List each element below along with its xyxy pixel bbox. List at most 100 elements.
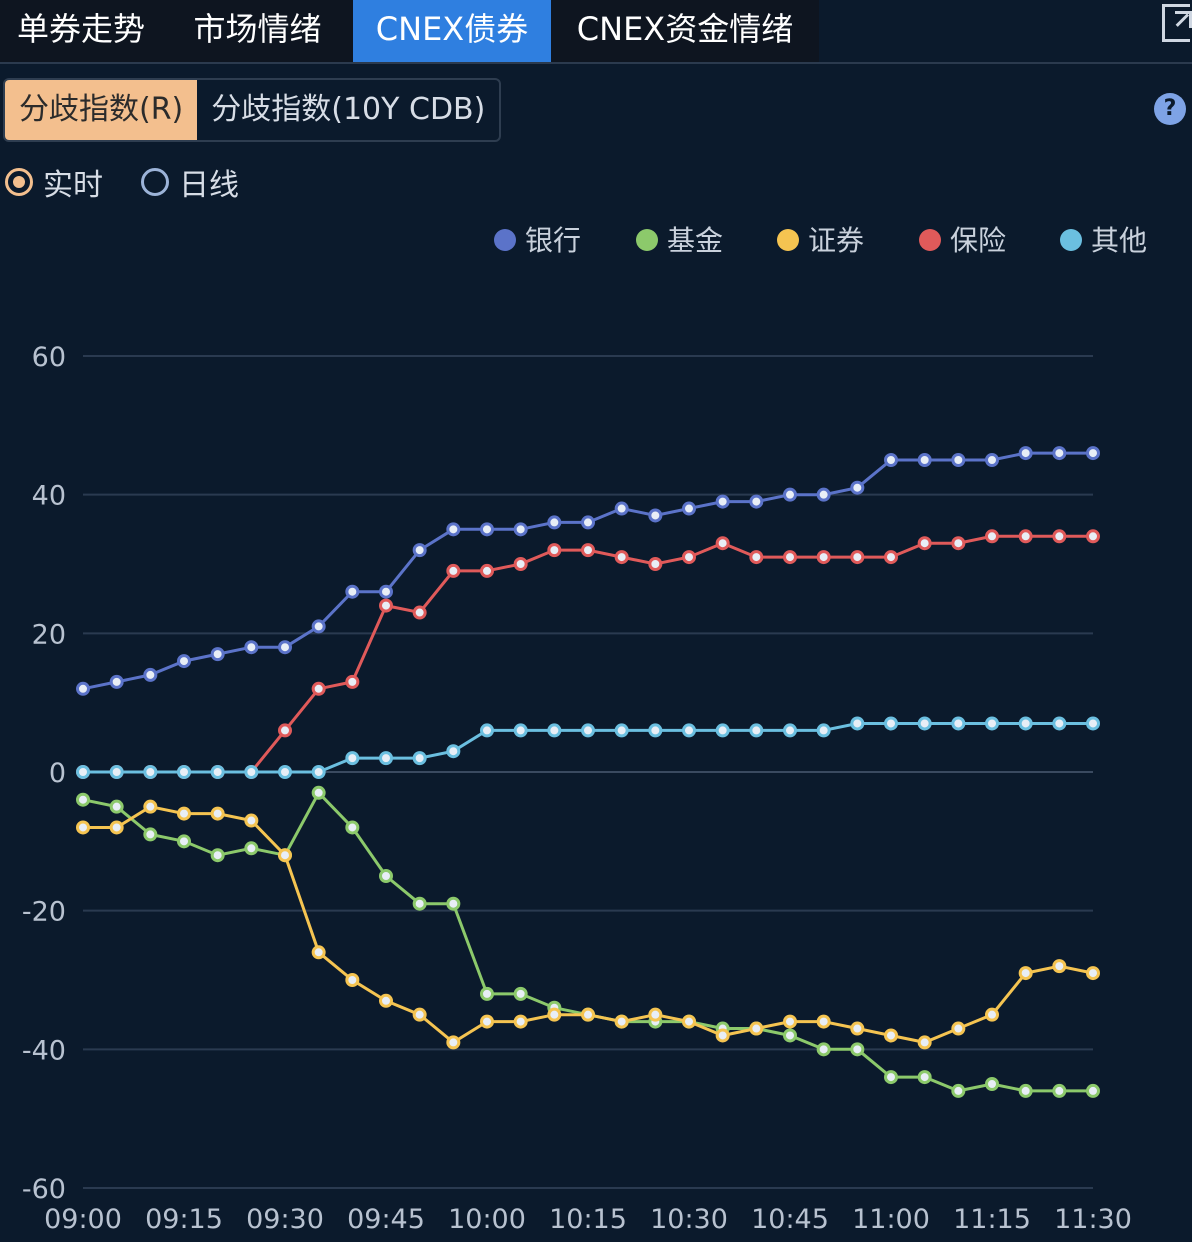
data-point [446,563,461,578]
data-point [951,1021,966,1036]
data-point [547,1007,562,1022]
data-point [884,453,898,467]
data-point [412,751,427,766]
legend-label: 其他 [1091,224,1147,257]
data-point [379,993,393,1008]
data-point [1086,966,1100,981]
data-point [985,1077,999,1091]
x-tick-label: 11:00 [852,1204,930,1235]
data-point [345,751,360,766]
data-point [783,1014,797,1029]
data-point [682,550,696,565]
data-point [480,723,494,738]
data-point [513,1014,528,1029]
data-point [951,716,966,731]
data-point [1018,716,1033,731]
radio-daily-label: 日线 [179,168,239,203]
data-point [311,765,326,779]
y-tick-label: -40 [22,1035,66,1066]
data-point [177,765,191,779]
data-point [143,827,158,842]
data-point [446,896,461,911]
data-point [816,550,831,565]
data-point [749,1021,764,1036]
x-tick-label: 09:30 [246,1204,324,1235]
x-tick-label: 09:00 [44,1204,122,1235]
radio-checked-icon [5,168,33,196]
tab-bar: 单券走势 市场情绪 CNEX债券 CNEX资金情绪 [0,0,1192,64]
tab-cnex-funding-sentiment[interactable]: CNEX资金情绪 [551,0,819,62]
data-point [783,723,797,738]
legend-label: 基金 [667,224,723,257]
subtab-divergence-r[interactable]: 分歧指数(R) [5,80,198,140]
radio-realtime[interactable]: 实时 [5,160,103,204]
data-point [985,1007,999,1022]
data-point [177,834,191,849]
data-point [917,536,932,551]
data-point [1052,959,1067,974]
legend-label: 保险 [950,224,1006,257]
data-point [715,1028,730,1043]
data-point [581,1007,595,1022]
y-tick-label: 40 [32,481,66,512]
data-point [76,792,90,807]
y-tick-label: -60 [22,1174,66,1205]
expand-icon[interactable] [1162,4,1192,42]
data-point [513,522,528,537]
data-point [783,550,797,565]
x-tick-label: 10:45 [751,1204,829,1235]
data-point [345,973,360,987]
data-point [715,536,730,551]
x-tick-label: 11:30 [1054,1204,1132,1235]
data-point [614,723,629,738]
data-point [1052,716,1067,731]
data-point [1018,529,1033,544]
data-point [816,487,831,502]
help-icon[interactable]: ? [1154,93,1186,125]
data-point [412,1007,427,1022]
data-point [850,480,865,495]
data-point [210,806,225,821]
tab-cnex-bond[interactable]: CNEX债券 [353,0,551,62]
data-point [311,945,326,960]
data-point [1086,716,1100,731]
data-point [951,536,966,551]
data-point [210,765,225,779]
series-line [83,805,1094,1045]
x-tick-label: 10:30 [650,1204,728,1235]
data-point [816,723,831,738]
x-tick-label: 09:45 [347,1204,425,1235]
data-point [682,501,696,516]
y-tick-label: 0 [49,758,66,789]
data-point [850,1042,865,1057]
tab-single-bond[interactable]: 单券走势 [0,0,162,62]
data-point [379,869,393,883]
data-point [278,765,292,779]
data-point [648,1007,663,1022]
tab-market-sentiment[interactable]: 市场情绪 [162,0,353,62]
data-point [446,1035,461,1050]
data-point [177,654,191,669]
data-point [345,674,360,689]
x-tick-label: 11:15 [953,1204,1031,1235]
radio-daily[interactable]: 日线 [141,160,239,204]
data-point [917,1070,932,1085]
radio-unchecked-icon [141,168,169,196]
data-point [480,563,494,578]
data-point [749,550,764,565]
x-tick-label: 09:15 [145,1204,223,1235]
data-point [783,1028,797,1043]
data-point [884,550,898,565]
subtab-divergence-10y-cdb[interactable]: 分歧指数(10Y CDB) [211,92,486,127]
y-tick-label: 20 [32,619,66,650]
data-point [850,1021,865,1036]
data-point [682,1014,696,1029]
data-point [850,550,865,565]
data-point [513,723,528,738]
data-point [244,841,259,856]
data-point [244,765,259,779]
data-point [412,543,427,558]
data-point [917,453,932,467]
data-point [109,799,124,814]
data-point [749,723,764,738]
